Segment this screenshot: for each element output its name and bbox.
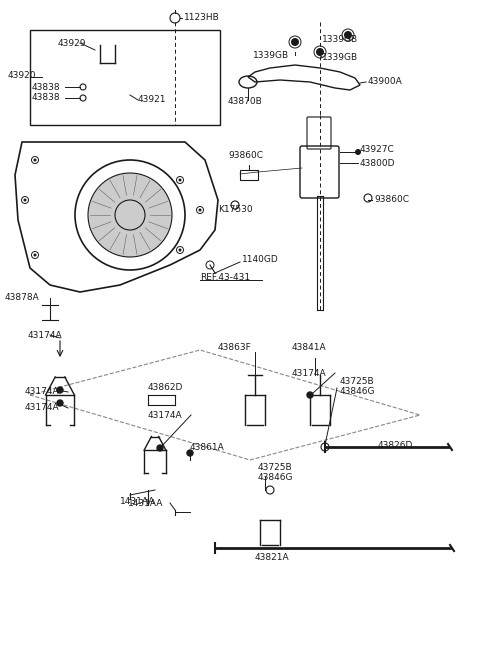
Circle shape [316,48,324,56]
Circle shape [291,38,299,46]
Text: 1140GD: 1140GD [242,256,279,264]
Circle shape [34,159,36,161]
Text: 43927C: 43927C [360,146,395,154]
Circle shape [57,400,63,406]
Text: 43846G: 43846G [340,387,375,397]
Text: 43921: 43921 [138,96,167,105]
Text: 43821A: 43821A [255,554,289,563]
Circle shape [57,387,63,393]
Circle shape [24,198,26,202]
Text: 43826D: 43826D [378,440,413,449]
Text: 43861A: 43861A [190,444,225,453]
Text: 43929: 43929 [58,38,86,47]
Circle shape [88,173,172,257]
Text: 1431AA: 1431AA [128,498,163,507]
Text: 43841A: 43841A [292,343,326,353]
Circle shape [355,149,361,155]
Text: 43878A: 43878A [5,293,40,302]
Circle shape [179,248,181,252]
Text: 1339GB: 1339GB [253,51,289,59]
Text: 43174A: 43174A [148,411,182,420]
Text: REF.43-431: REF.43-431 [200,273,250,281]
Text: K17530: K17530 [218,206,252,214]
Text: 43920: 43920 [8,71,36,80]
Text: 43900A: 43900A [368,78,403,86]
Text: 1123HB: 1123HB [184,13,220,22]
Text: 43838: 43838 [32,94,60,103]
Text: 43725B: 43725B [340,378,374,386]
Bar [30,30,220,125]
Circle shape [307,392,313,398]
Bar [240,170,258,180]
Text: 1431AA: 1431AA [120,498,156,507]
Text: 43862D: 43862D [148,384,183,393]
Circle shape [157,445,163,451]
Circle shape [34,254,36,256]
Circle shape [199,208,202,212]
Text: 43174A: 43174A [25,403,60,413]
Text: 43800D: 43800D [360,159,396,167]
Text: 1339GB: 1339GB [322,53,358,61]
Text: 93860C: 93860C [374,196,409,204]
Text: 43863F: 43863F [218,343,252,353]
Text: 43174A: 43174A [25,387,60,397]
Text: 93860C: 93860C [228,150,263,159]
Text: 43838: 43838 [32,82,60,92]
Text: 1339GB: 1339GB [322,36,358,45]
Text: 43870B: 43870B [228,98,263,107]
Circle shape [344,31,352,39]
Text: 43725B: 43725B [258,463,293,471]
Text: 43174A: 43174A [28,331,62,339]
Text: 43174A: 43174A [292,368,326,378]
Text: 43846G: 43846G [258,473,293,482]
Circle shape [179,179,181,181]
Circle shape [187,450,193,456]
